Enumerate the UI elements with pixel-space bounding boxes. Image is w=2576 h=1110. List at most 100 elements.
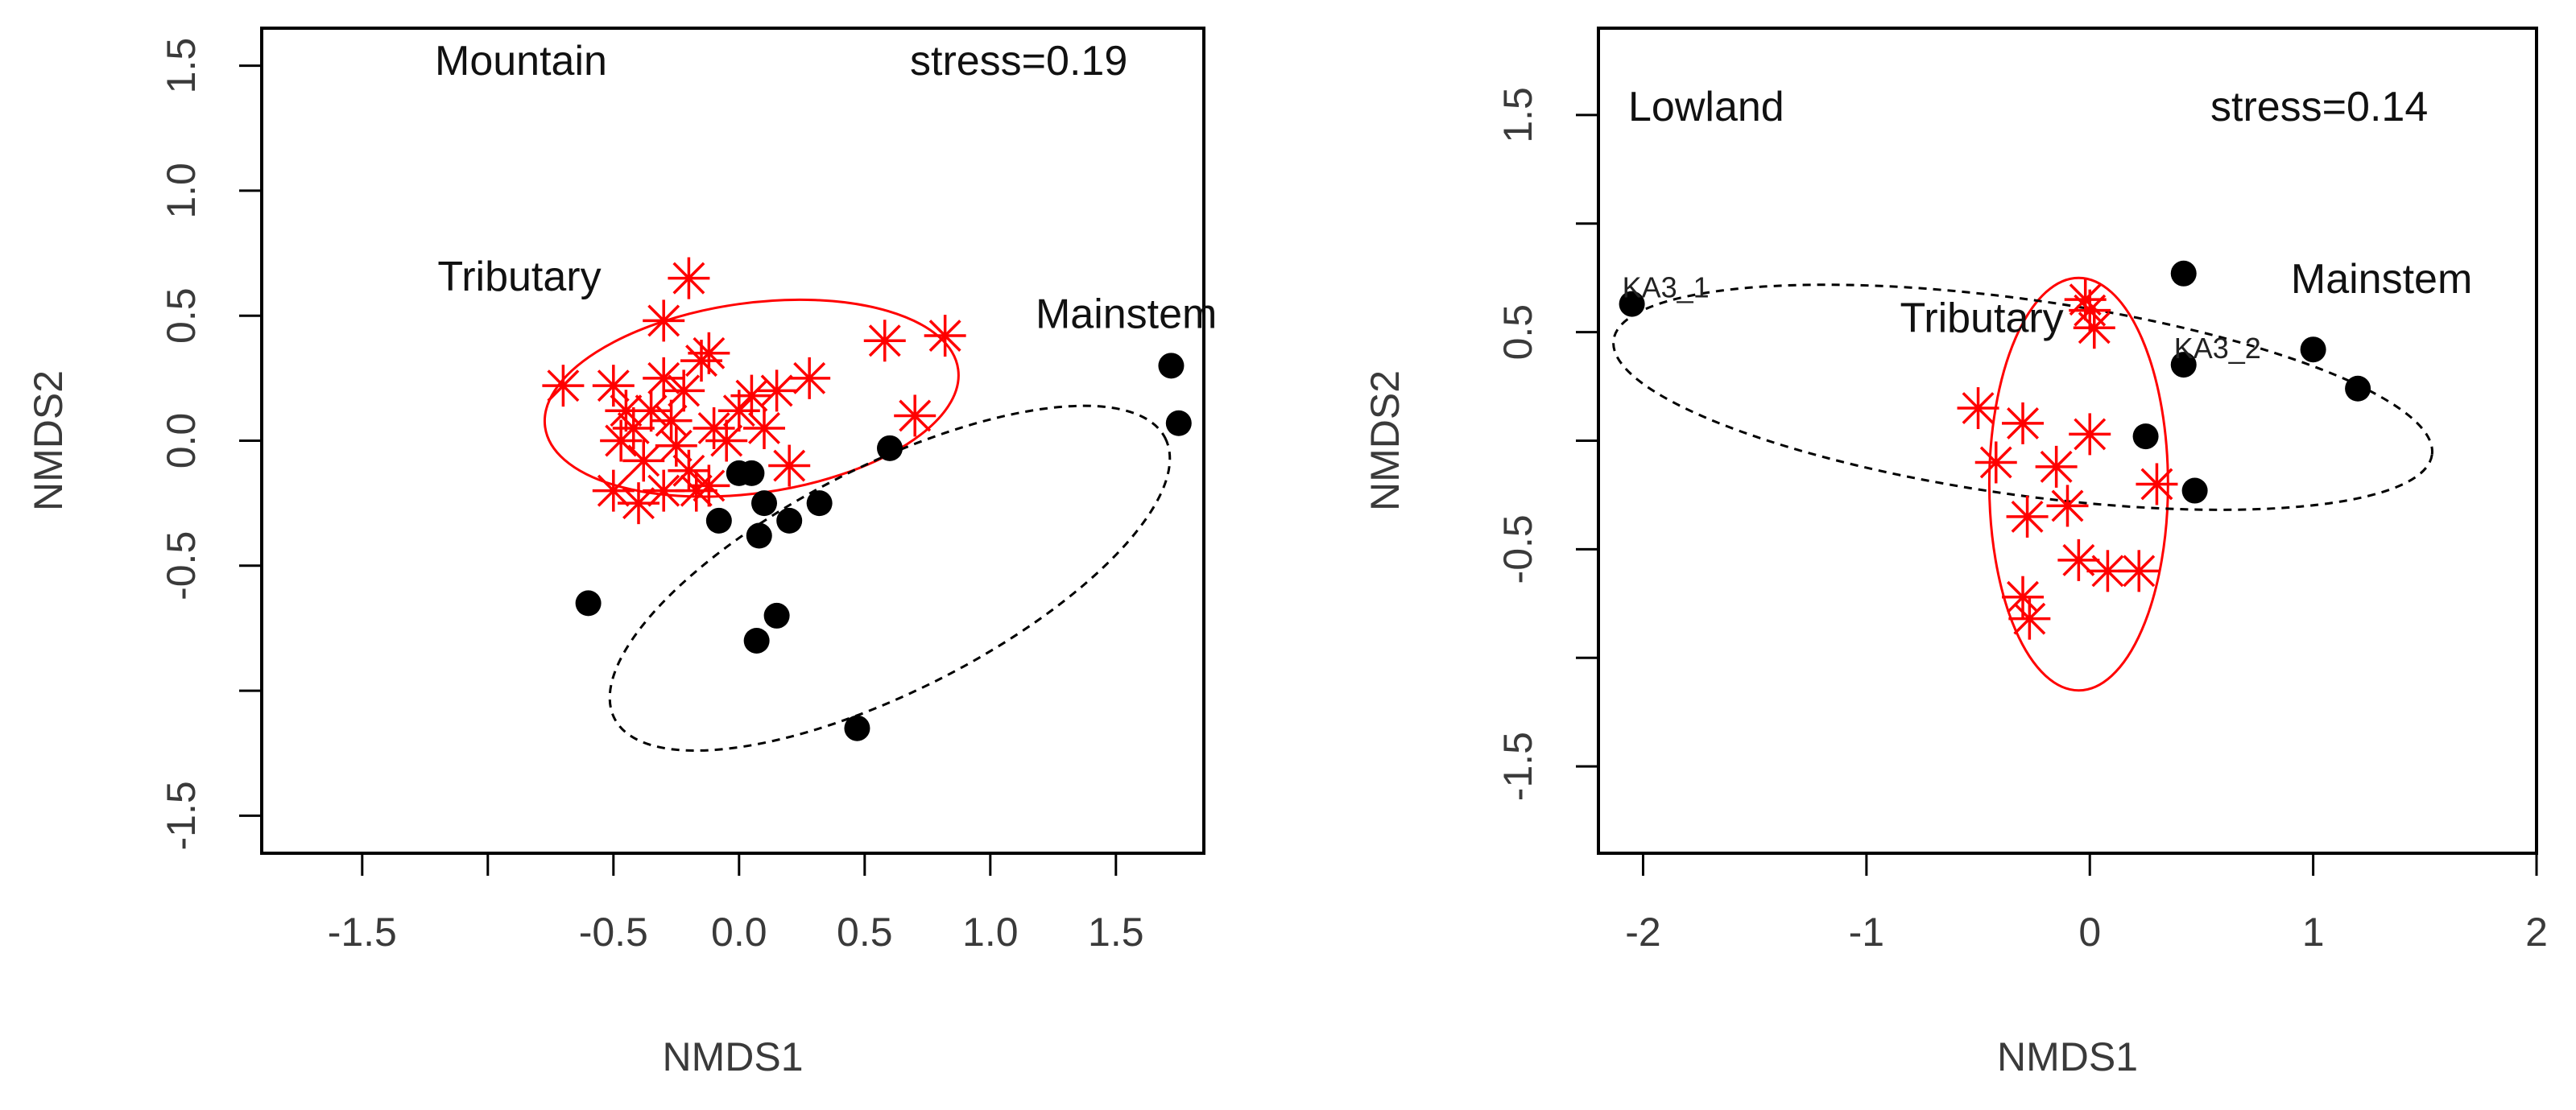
mountain-x-tick-label: 0.5 [837, 910, 893, 955]
lowland-tributary-point [1974, 441, 2017, 484]
lowland-mainstem-point [2345, 375, 2371, 402]
mountain-x-tick-label: 0.0 [711, 910, 767, 955]
lowland-tributary-point [2002, 402, 2045, 444]
lowland-plot-frame [1597, 27, 2538, 855]
lowland-tributary-point [2118, 550, 2160, 592]
mountain-tributary-point [655, 424, 697, 467]
lowland-y-tick-label: -0.5 [1495, 514, 1540, 584]
mountain-x-tick-label: -1.5 [328, 910, 397, 955]
mountain-tributary-label: Tributary [437, 254, 601, 300]
lowland-y-tick-label: 0.5 [1495, 304, 1540, 361]
lowland-tributary-label: Tributary [1900, 295, 2063, 342]
mountain-tributary-point [755, 369, 798, 412]
lowland-tributary-point [2086, 550, 2129, 592]
lowland-tributary-point [2035, 445, 2078, 488]
mountain-mainstem-point [1158, 353, 1185, 379]
lowland-tributary-point [2006, 495, 2049, 538]
lowland-mainstem-point [1619, 291, 1645, 317]
mountain-tributary-point [643, 469, 685, 512]
mountain-tributary-point [705, 419, 748, 462]
mountain-mainstem-point [776, 507, 803, 534]
mountain-tributary-point [743, 406, 785, 449]
mountain-y-tick-label: 0.5 [159, 287, 204, 344]
mountain-stress-label: stress=0.19 [910, 38, 1127, 85]
lowland-x-tick-label: 2 [2525, 910, 2548, 955]
mountain-mainstem-point [738, 460, 765, 486]
mountain-tributary-point [768, 444, 811, 487]
lowland-axis-ticks: -2 -1 0 1 2 -1.5 -0.5 0.5 1.5 [1495, 87, 2548, 955]
mountain-mainstem-ellipse [608, 404, 1172, 752]
mountain-tributary-point [600, 419, 643, 462]
mountain-tributary-point [688, 464, 730, 507]
mountain-mainstem-point [763, 602, 790, 629]
mountain-tributary-point [542, 365, 585, 407]
lowland-tributary-point [2057, 538, 2100, 581]
lowland-x-tick-label: -1 [1849, 910, 1884, 955]
mountain-points [542, 257, 1192, 741]
mountain-tributary-point [663, 369, 705, 412]
lowland-point-label-ka3-1: KA3_1 [1623, 271, 1710, 304]
mountain-y-tick-label: 0.0 [159, 413, 204, 469]
mountain-tributary-point [924, 315, 966, 357]
lowland-x-tick-label: -2 [1625, 910, 1660, 955]
mountain-x-tick-label: -0.5 [579, 910, 648, 955]
mountain-x-axis-label: NMDS1 [662, 1034, 803, 1079]
mountain-x-tick-label: 1.0 [962, 910, 1019, 955]
mountain-ellipses [543, 298, 1172, 752]
lowland-points [1619, 260, 2371, 640]
lowland-mainstem-point [2132, 423, 2159, 450]
mountain-panel: -1.5 -0.5 0.0 0.5 1.0 1.5 -1.5 -0.5 0.0 0.5 1.0 1.5… [26, 27, 1217, 1079]
mountain-mainstem-point [575, 590, 602, 617]
lowland-x-axis-label: NMDS1 [1997, 1034, 2138, 1079]
mountain-mainstem-point [751, 490, 777, 517]
mountain-tributary-point [688, 332, 730, 374]
mountain-mainstem-point [705, 507, 732, 534]
mountain-tributary-point [643, 357, 685, 399]
mountain-mainstem-point [877, 435, 903, 461]
mountain-mainstem-point [743, 627, 770, 654]
mountain-mainstem-label: Mainstem [1036, 291, 1217, 338]
lowland-mainstem-point [2300, 336, 2326, 363]
lowland-mainstem-label: Mainstem [2291, 256, 2472, 303]
lowland-stress-label: stress=0.14 [2210, 84, 2428, 130]
mountain-tributary-point [863, 320, 906, 362]
mountain-mainstem-point [844, 715, 870, 741]
lowland-x-tick-label: 1 [2302, 910, 2325, 955]
mountain-tributary-point [592, 469, 635, 512]
mountain-y-tick-label: 1.5 [159, 38, 204, 94]
lowland-tributary-point [2046, 485, 2089, 527]
lowland-y-axis-label: NMDS2 [1362, 370, 1408, 511]
lowland-tributary-point [2136, 463, 2178, 505]
lowland-panel: -2 -1 0 1 2 -1.5 -0.5 0.5 1.5 Lowland stress=0.1… [1362, 27, 2548, 1079]
lowland-y-tick-label: -1.5 [1495, 732, 1540, 801]
lowland-mainstem-point [2181, 477, 2208, 504]
lowland-panel-title: Lowland [1628, 84, 1784, 130]
lowland-tributary-point [2073, 307, 2115, 349]
mountain-tributary-point [618, 482, 660, 525]
mountain-y-tick-label: 1.0 [159, 163, 204, 219]
lowland-x-tick-label: 0 [2078, 910, 2101, 955]
mountain-tributary-point [622, 439, 665, 482]
lowland-point-label-ka3-2: KA3_2 [2174, 332, 2261, 365]
mountain-tributary-point [668, 257, 710, 299]
mountain-y-tick-label: -0.5 [159, 531, 204, 600]
lowland-tributary-point [2069, 289, 2111, 332]
lowland-mainstem-point [2170, 352, 2197, 378]
lowland-y-tick-label: 1.5 [1495, 87, 1540, 143]
mountain-mainstem-point [746, 522, 772, 549]
lowland-tributary-point [2008, 597, 2051, 640]
lowland-mainstem-point [2170, 260, 2197, 287]
lowland-tributary-point [2069, 413, 2111, 456]
mountain-y-axis-label: NMDS2 [26, 370, 71, 511]
lowland-tributary-point [1957, 387, 1999, 430]
mountain-y-tick-label: -1.5 [159, 781, 204, 850]
mountain-tributary-point [643, 299, 685, 342]
mountain-x-tick-label: 1.5 [1088, 910, 1144, 955]
mountain-axis-ticks: -1.5 -0.5 0.0 0.5 1.0 1.5 -1.5 -0.5 0.0 0.5 1.0 1.5 [159, 38, 1144, 955]
mountain-mainstem-point [806, 490, 833, 517]
mountain-tributary-point [592, 365, 635, 407]
mountain-mainstem-point [1165, 410, 1192, 436]
mountain-panel-title: Mountain [435, 38, 607, 85]
mountain-tributary-point [788, 357, 831, 399]
mountain-tributary-point [894, 394, 937, 437]
